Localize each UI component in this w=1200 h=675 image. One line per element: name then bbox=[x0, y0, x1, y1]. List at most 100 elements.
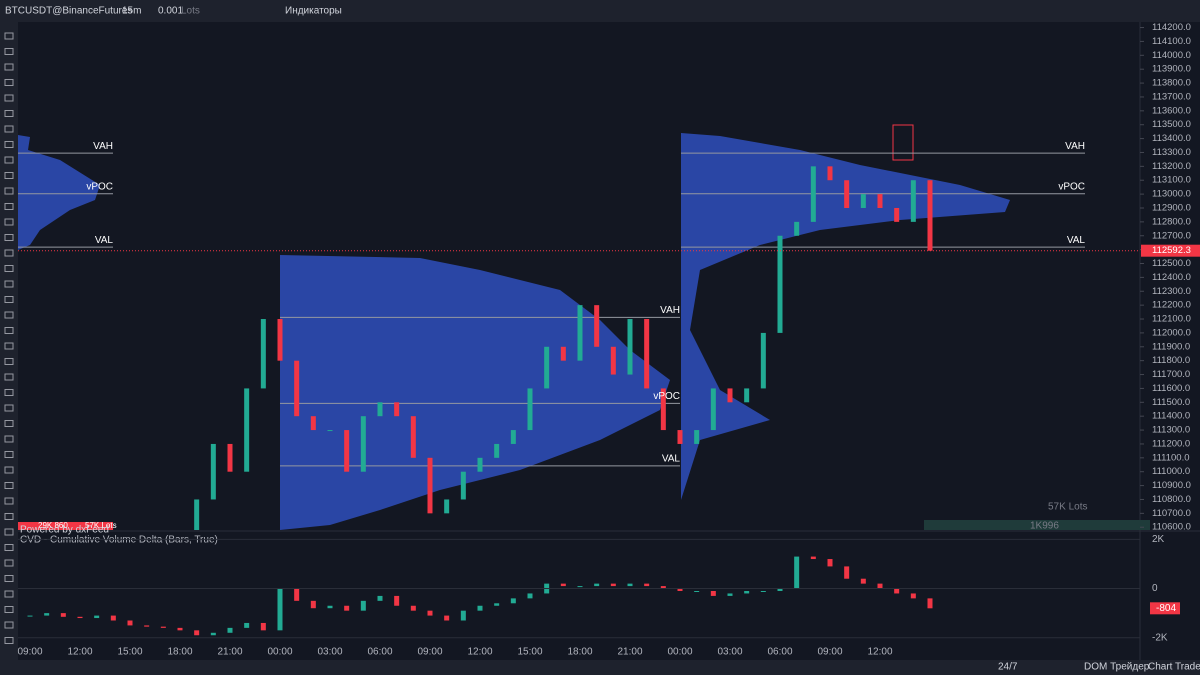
profile-label: vPOC bbox=[653, 391, 680, 402]
candle bbox=[877, 194, 883, 208]
y-tick-label: 113000.0 bbox=[1152, 189, 1191, 200]
tool-icon bbox=[4, 218, 14, 226]
tool-icon bbox=[4, 482, 14, 489]
candle bbox=[194, 499, 200, 530]
indicators-button[interactable]: Индикаторы bbox=[285, 6, 342, 17]
session[interactable]: 24/7 bbox=[998, 662, 1018, 673]
candle bbox=[327, 430, 333, 432]
x-tick-label: 03:00 bbox=[317, 647, 342, 658]
candle bbox=[344, 430, 350, 472]
profile-label: VAL bbox=[1067, 235, 1086, 246]
candle bbox=[294, 588, 300, 601]
candle bbox=[810, 556, 816, 560]
tool-icon bbox=[4, 125, 14, 133]
candle bbox=[260, 622, 266, 631]
candle bbox=[477, 457, 483, 472]
candle bbox=[710, 591, 716, 596]
tool-icon bbox=[4, 559, 14, 567]
tool-icon bbox=[4, 141, 14, 148]
y-tick-label: 112900.0 bbox=[1152, 203, 1191, 214]
candle bbox=[277, 588, 283, 631]
tool-icon bbox=[4, 187, 14, 195]
candle bbox=[894, 207, 900, 222]
tool-icon bbox=[4, 79, 14, 86]
candle bbox=[894, 588, 900, 594]
candle bbox=[244, 388, 250, 472]
y-tick-label: 112300.0 bbox=[1152, 286, 1191, 297]
candle bbox=[244, 622, 250, 628]
x-tick-label: 12:00 bbox=[67, 647, 92, 658]
cvd-tick-label: 2K bbox=[1152, 534, 1165, 545]
candle bbox=[310, 416, 316, 431]
candle bbox=[160, 626, 166, 628]
candle bbox=[410, 416, 416, 458]
candle bbox=[494, 603, 500, 606]
tool-icon bbox=[4, 48, 14, 55]
candle bbox=[177, 627, 183, 631]
candle bbox=[627, 583, 633, 587]
y-tick-label: 111200.0 bbox=[1152, 438, 1190, 449]
tool-icon bbox=[4, 544, 14, 551]
interval[interactable]: 15m bbox=[122, 6, 141, 17]
candle bbox=[860, 194, 866, 208]
candle bbox=[794, 556, 800, 589]
candle bbox=[777, 235, 783, 333]
tool-icon bbox=[4, 637, 14, 644]
y-tick-label: 111300.0 bbox=[1152, 425, 1190, 436]
profile-label: VAH bbox=[1065, 141, 1085, 152]
cvd-title: CVD - Cumulative Volume Delta (Bars, Tru… bbox=[20, 535, 218, 546]
candle bbox=[910, 180, 916, 222]
candle bbox=[827, 559, 833, 567]
candle bbox=[760, 332, 766, 389]
powered-by: Powered by dxFeed bbox=[20, 525, 109, 536]
candle bbox=[294, 360, 300, 417]
candle bbox=[60, 613, 66, 617]
candle bbox=[710, 388, 716, 431]
quantity[interactable]: 0.001 bbox=[158, 6, 183, 17]
y-tick-label: 113700.0 bbox=[1152, 91, 1191, 102]
tool-icon bbox=[4, 513, 14, 520]
x-tick-label: 21:00 bbox=[617, 647, 642, 658]
candle bbox=[860, 578, 866, 584]
candle bbox=[444, 499, 450, 514]
symbol[interactable]: BTCUSDT@BinanceFutures bbox=[5, 6, 132, 17]
tool-icon bbox=[4, 280, 14, 288]
dom-button[interactable]: DOM Трейдер bbox=[1084, 662, 1150, 673]
candle bbox=[927, 180, 933, 251]
profile-label: vPOC bbox=[1058, 181, 1085, 192]
tool-icon bbox=[4, 32, 14, 40]
candle bbox=[227, 443, 233, 472]
tool-icon bbox=[4, 265, 14, 272]
last-price-box bbox=[1141, 244, 1200, 257]
candle bbox=[660, 586, 666, 589]
cvd-tick-label: -2K bbox=[1152, 632, 1168, 643]
y-tick-label: 111000.0 bbox=[1152, 466, 1190, 477]
tool-icon bbox=[4, 575, 14, 582]
y-tick-label: 110700.0 bbox=[1152, 508, 1191, 519]
tool-icon bbox=[4, 466, 14, 474]
candle bbox=[544, 346, 550, 389]
candle bbox=[910, 593, 916, 599]
x-tick-label: 09:00 bbox=[417, 647, 442, 658]
candle bbox=[644, 583, 650, 587]
candle bbox=[677, 588, 683, 591]
candle bbox=[344, 605, 350, 611]
tool-icon bbox=[4, 63, 14, 71]
candle bbox=[460, 610, 466, 621]
candle bbox=[27, 615, 33, 617]
y-tick-label: 112700.0 bbox=[1152, 230, 1191, 241]
x-tick-label: 09:00 bbox=[17, 647, 42, 658]
candle bbox=[527, 593, 533, 599]
unit: Lots bbox=[181, 6, 200, 17]
candle bbox=[777, 588, 783, 591]
chart-trader-button[interactable]: Chart Trader bbox=[1148, 662, 1200, 673]
candle bbox=[210, 443, 216, 500]
x-tick-label: 06:00 bbox=[367, 647, 392, 658]
y-tick-label: 112000.0 bbox=[1152, 327, 1191, 338]
y-tick-label: 113500.0 bbox=[1152, 119, 1191, 130]
tool-icon bbox=[4, 203, 14, 210]
tool-icon bbox=[4, 621, 14, 629]
candle bbox=[377, 595, 383, 601]
